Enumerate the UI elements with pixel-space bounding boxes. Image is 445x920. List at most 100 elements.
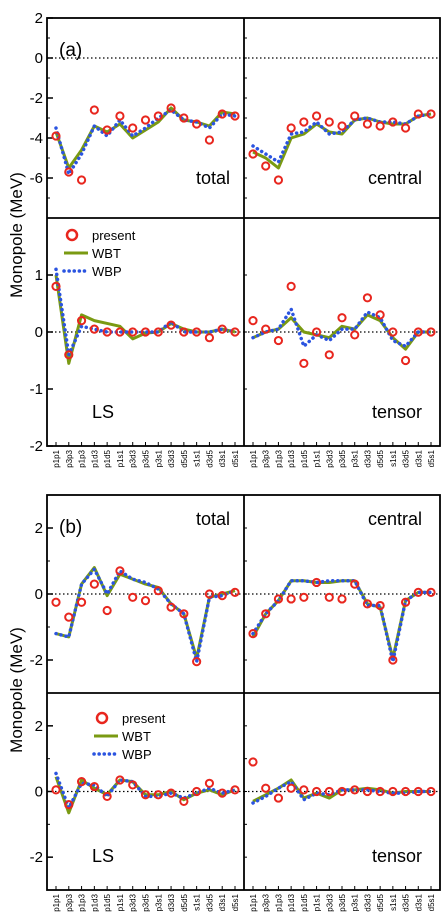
x-tick-label: p3s1 <box>154 449 163 467</box>
x-tick-label: p3d5 <box>142 893 151 911</box>
present-point <box>192 119 202 129</box>
present-point <box>337 313 347 323</box>
x-tick-label: p1p1 <box>52 893 61 911</box>
present-point <box>102 327 112 337</box>
present-point <box>115 566 125 576</box>
present-point <box>64 612 74 622</box>
panel-central: central <box>244 494 440 694</box>
x-tick-label: p1d3 <box>287 893 296 911</box>
y-tick-label: -2 <box>30 90 43 107</box>
present-point <box>140 327 151 337</box>
present-point <box>192 786 202 797</box>
present-point <box>115 111 125 121</box>
present-point <box>89 324 99 334</box>
x-tick-label: p1d3 <box>287 449 296 467</box>
x-tick-label: p3p3 <box>262 893 271 911</box>
y-tick-label: 1 <box>35 267 43 284</box>
present-point <box>76 597 87 607</box>
y-tick-label: 2 <box>35 718 43 735</box>
present-point <box>324 117 334 127</box>
series-WBP-line <box>251 305 433 350</box>
panel-label-central: central <box>368 509 422 529</box>
x-tick-label: s1s1 <box>389 449 398 466</box>
x-tick-label: s1s1 <box>389 893 398 910</box>
present-point <box>375 310 385 320</box>
present-point <box>248 149 258 159</box>
present-point <box>192 657 202 667</box>
present-point <box>337 121 347 131</box>
present-point <box>102 791 112 802</box>
present-point <box>230 327 240 337</box>
x-tick-label: d5d5 <box>180 893 189 911</box>
present-point <box>375 121 385 131</box>
series-WBP-line <box>54 566 237 663</box>
x-tick-label: p1p3 <box>78 449 87 467</box>
present-point <box>204 333 215 343</box>
series-WBT-line <box>251 579 431 660</box>
present-point <box>230 785 240 795</box>
present-point <box>51 281 61 291</box>
present-point <box>388 786 398 797</box>
legend-present-marker <box>95 711 109 725</box>
present-point <box>286 281 296 291</box>
present-point <box>362 293 373 303</box>
series-WBP-line <box>54 267 237 361</box>
present-point <box>115 775 125 785</box>
present-point <box>166 788 176 798</box>
present-point <box>89 105 99 115</box>
present-point <box>153 790 163 800</box>
present-point <box>179 113 189 123</box>
present-point <box>400 786 411 797</box>
present-point <box>337 786 347 797</box>
present-point <box>204 135 215 145</box>
present-point <box>140 596 151 606</box>
present-point <box>413 109 423 119</box>
x-tick-label: p3p3 <box>65 449 74 467</box>
legend-present-label: present <box>92 228 136 243</box>
x-tick-label: p1p3 <box>274 449 283 467</box>
series-WBT-line <box>54 274 236 365</box>
present-point <box>273 175 284 185</box>
present-point <box>299 117 309 127</box>
present-point <box>51 597 61 607</box>
present-point <box>413 327 423 337</box>
present-point <box>261 161 271 171</box>
x-tick-label: d5s1 <box>231 449 240 467</box>
present-point <box>286 783 296 793</box>
present-point <box>179 327 189 337</box>
present-point <box>179 796 189 806</box>
present-point <box>286 594 296 604</box>
y-tick-label: -6 <box>30 170 43 187</box>
present-point <box>128 123 138 133</box>
present-point <box>273 793 284 803</box>
panel-central: central <box>244 17 440 219</box>
legend-WBT-label: WBT <box>92 246 121 261</box>
present-point <box>166 103 176 113</box>
y-tick-label: -2 <box>30 652 43 669</box>
x-tick-label: d3d5 <box>205 893 214 911</box>
present-point <box>311 327 322 337</box>
present-point <box>324 592 334 602</box>
present-point <box>350 785 360 795</box>
present-point <box>76 777 87 787</box>
present-point <box>273 594 284 604</box>
x-tick-label: p3d3 <box>325 893 334 911</box>
group-label: (a) <box>59 40 82 61</box>
x-tick-label: d5s1 <box>231 893 240 911</box>
legend-present-marker <box>65 228 79 242</box>
legend: present WBT WBP <box>62 228 136 279</box>
present-point <box>102 605 112 616</box>
panel-tensor: p1p1 p3p3 p1p3 p1d3 p1d5 p1s1 p3d3 p3d5 p3s1 d3d3… <box>244 692 440 912</box>
x-tick-label: p1s1 <box>313 893 322 911</box>
series-WBP-line <box>54 107 237 179</box>
panel-tensor: p1p1 p3p3 p1p3 p1d3 p1d5 p1s1 p3d3 p3d5 p3s1 d3d3… <box>244 217 440 468</box>
present-point <box>128 592 138 602</box>
x-tick-label: d3d5 <box>205 449 214 467</box>
x-tick-label: d3s1 <box>218 449 227 467</box>
present-point <box>64 167 74 177</box>
x-tick-label: d3s1 <box>414 893 423 911</box>
present-point <box>128 327 138 337</box>
x-tick-label: d3d3 <box>363 449 372 467</box>
present-point <box>89 579 99 589</box>
